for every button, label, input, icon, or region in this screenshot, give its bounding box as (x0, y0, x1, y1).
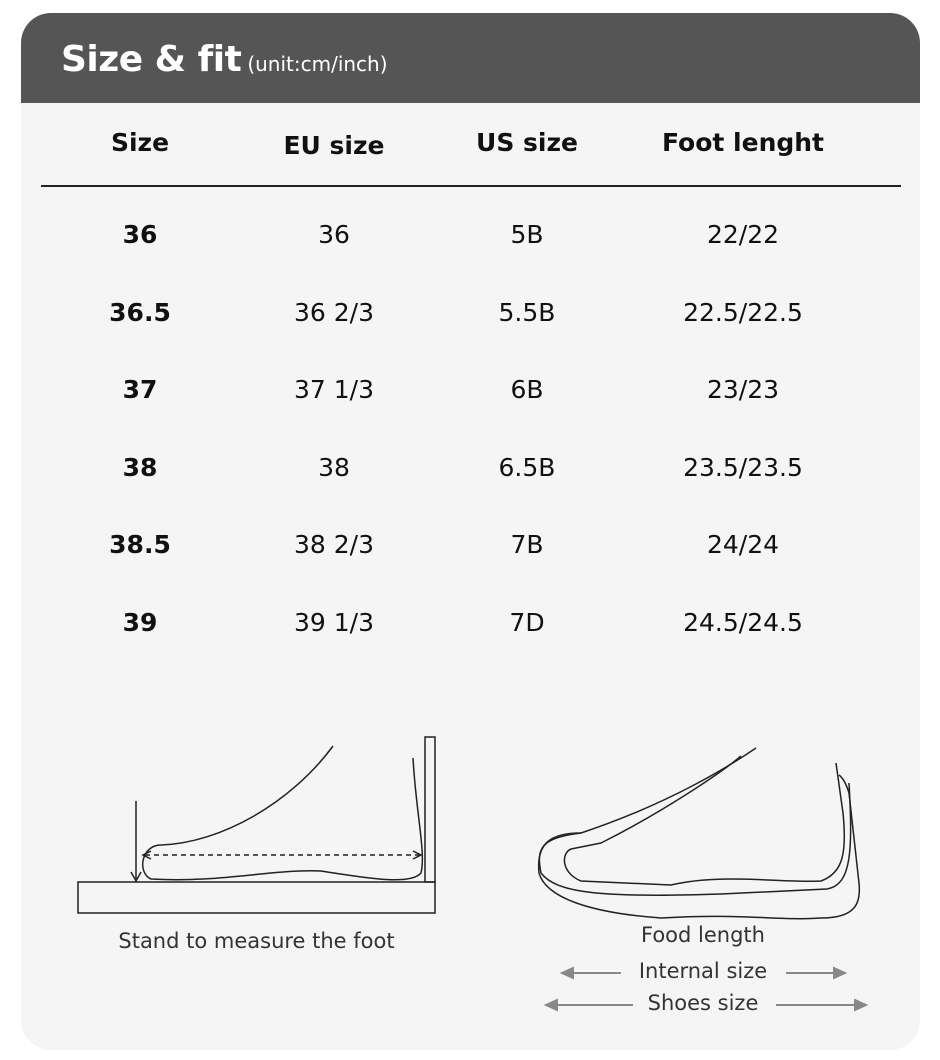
sole-outline (537, 774, 861, 920)
dashed-arrowheads (141, 850, 423, 860)
size-fit-card: Size & fit (unit:cm/inch) Size EU size US s… (21, 13, 920, 1050)
title-text: Size & fit (61, 39, 242, 80)
column-header: Foot lenght (661, 128, 825, 157)
table-cell: 39 1/3 (294, 607, 374, 637)
header-bar: Size & fit (unit:cm/inch) (21, 13, 920, 103)
foot-outline (563, 755, 846, 886)
internal-size-label: Internal size (638, 959, 768, 983)
size-cell: 38.5 (109, 530, 171, 559)
measure-foot-illustration (77, 736, 436, 914)
page-title: Size & fit (unit:cm/inch) (61, 39, 388, 80)
shoes-size-label: Shoes size (647, 991, 759, 1015)
table-cell: 36 2/3 (294, 297, 374, 327)
table-cell: 38 2/3 (294, 530, 374, 559)
header-divider (41, 185, 901, 187)
column-header: US size (476, 128, 578, 157)
table-cell: 24/24 (706, 530, 780, 559)
table-cell: 7B (510, 530, 544, 559)
table-cell: 22/22 (706, 220, 780, 249)
table-cell: 24.5/24.5 (683, 607, 803, 637)
table-cell: 6B (510, 375, 544, 404)
column-header: EU size (283, 131, 385, 160)
table-cell: 36 (318, 220, 350, 249)
size-cell: 39 (122, 607, 158, 637)
foot-outline (141, 745, 424, 881)
table-cell: 23.5/23.5 (683, 452, 803, 482)
unit-label: (unit:cm/inch) (247, 52, 388, 76)
table-cell: 37 1/3 (294, 375, 374, 404)
arrow-head (130, 871, 142, 883)
shoe-size-illustration (537, 747, 869, 1012)
column-header: Size (110, 128, 170, 157)
table-cell: 23/23 (706, 375, 780, 404)
table-cell: 6.5B (498, 452, 556, 482)
size-cell: 38 (122, 452, 158, 482)
size-cell: 36.5 (109, 297, 171, 327)
table-cell: 5B (510, 220, 544, 249)
wall (424, 736, 436, 883)
foot-length-label: Food length (641, 923, 765, 947)
floor-board (77, 881, 436, 914)
table-cell: 5.5B (498, 297, 556, 327)
table-cell: 7D (509, 607, 545, 637)
table-cell: 22.5/22.5 (683, 297, 803, 327)
size-cell: 37 (122, 375, 158, 404)
insole-outline (538, 747, 852, 897)
measure-caption: Stand to measure the foot (118, 929, 395, 953)
size-cell: 36 (122, 220, 158, 249)
table-cell: 38 (318, 452, 350, 482)
size-arrows (543, 966, 869, 1012)
